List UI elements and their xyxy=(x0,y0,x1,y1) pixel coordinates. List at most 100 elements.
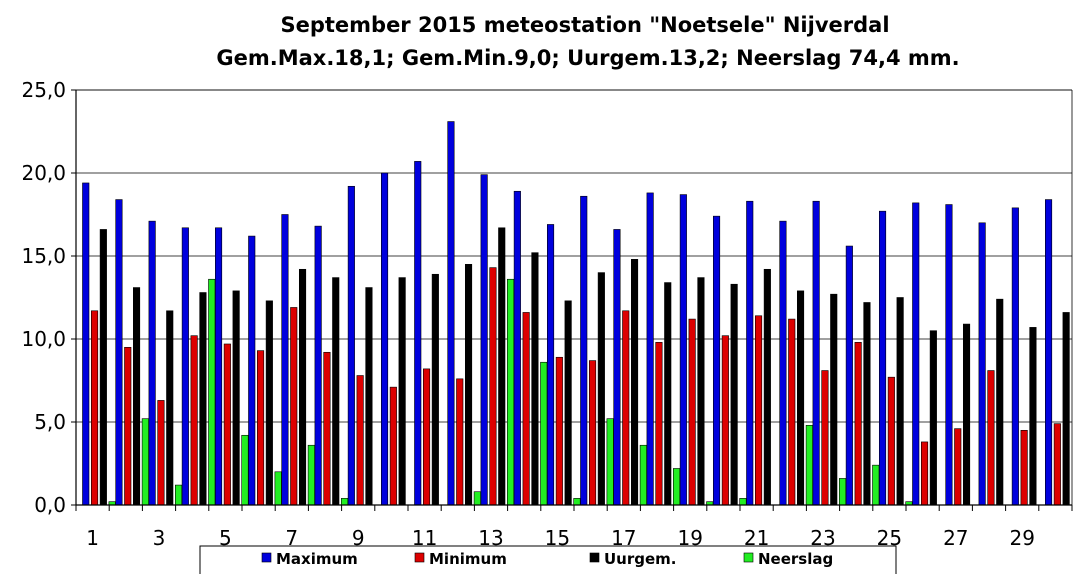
bar-maximum-4 xyxy=(181,227,189,506)
bar-minimum-22 xyxy=(788,318,796,506)
bar-maximum-25 xyxy=(878,210,887,506)
bar-minimum-2 xyxy=(124,346,132,506)
legend-label: Neerslag xyxy=(758,550,833,568)
legend-label: Minimum xyxy=(429,550,507,568)
bar-minimum-20 xyxy=(721,335,729,506)
bar-uurgem-29 xyxy=(1029,327,1037,506)
bar-uurgem-22 xyxy=(796,290,805,506)
bar-minimum-9 xyxy=(356,375,364,506)
y-tick-labels: 0,0 5,0 10,0 15,0 20,0 25,0 xyxy=(21,78,66,517)
bar-neerslag-20 xyxy=(739,498,747,506)
bar-maximum-27 xyxy=(945,204,953,506)
bar-maximum-6 xyxy=(248,235,256,506)
bar-maximum-19 xyxy=(679,194,687,506)
bar-neerslag-23 xyxy=(838,478,847,506)
axes xyxy=(71,89,1073,511)
bar-uurgem-15 xyxy=(564,300,572,506)
bar-uurgem-7 xyxy=(298,268,307,506)
bar-uurgem-25 xyxy=(896,297,904,506)
x-tick-label: 7 xyxy=(285,526,298,550)
bar-minimum-16 xyxy=(588,360,597,506)
x-tick-label: 1 xyxy=(86,526,99,550)
bar-neerslag-7 xyxy=(307,444,315,506)
bar-minimum-1 xyxy=(91,310,99,506)
bar-minimum-29 xyxy=(1020,429,1028,506)
legend-label: Uurgem. xyxy=(604,550,677,568)
bar-uurgem-5 xyxy=(232,290,240,506)
bar-maximum-21 xyxy=(746,200,754,506)
bar-uurgem-2 xyxy=(133,287,141,506)
bar-uurgem-6 xyxy=(265,300,273,506)
legend-swatch xyxy=(743,552,754,563)
bar-minimum-8 xyxy=(323,351,331,506)
bar-maximum-3 xyxy=(148,220,156,506)
bar-minimum-18 xyxy=(655,342,663,506)
bar-uurgem-18 xyxy=(664,282,672,506)
bar-maximum-8 xyxy=(314,225,322,506)
bars xyxy=(82,121,1070,506)
bar-maximum-28 xyxy=(978,222,986,506)
bar-uurgem-11 xyxy=(431,273,439,506)
bar-neerslag-2 xyxy=(141,418,149,506)
bar-minimum-12 xyxy=(456,378,464,506)
bar-neerslag-14 xyxy=(540,361,548,506)
bar-minimum-11 xyxy=(422,368,431,506)
bar-maximum-22 xyxy=(779,220,787,506)
bar-maximum-20 xyxy=(712,215,721,506)
bar-neerslag-4 xyxy=(208,278,216,506)
bar-neerslag-13 xyxy=(506,278,515,506)
bar-uurgem-4 xyxy=(199,292,207,506)
bar-uurgem-13 xyxy=(498,227,506,506)
bar-neerslag-22 xyxy=(805,425,813,506)
bar-neerslag-16 xyxy=(606,418,614,506)
bar-neerslag-6 xyxy=(274,471,282,506)
chart-title: September 2015 meteostation "Noetsele" N… xyxy=(280,13,889,37)
y-tick-label: 25,0 xyxy=(21,78,66,102)
bar-maximum-23 xyxy=(812,200,820,506)
bar-minimum-30 xyxy=(1053,423,1061,506)
bar-minimum-6 xyxy=(256,350,265,506)
legend-label: Maximum xyxy=(276,550,358,568)
bar-maximum-7 xyxy=(281,214,289,506)
bar-minimum-25 xyxy=(887,376,895,506)
y-tick-label: 0,0 xyxy=(34,493,66,517)
legend-swatch xyxy=(414,552,425,563)
bar-maximum-16 xyxy=(580,195,588,506)
bar-maximum-26 xyxy=(912,202,920,506)
bar-neerslag-15 xyxy=(573,498,581,506)
bar-neerslag-12 xyxy=(473,491,481,506)
bar-uurgem-21 xyxy=(763,268,771,506)
bar-uurgem-23 xyxy=(830,293,838,506)
bar-neerslag-8 xyxy=(340,498,349,506)
x-tick-label: 9 xyxy=(352,526,365,550)
bar-uurgem-24 xyxy=(863,302,871,506)
bar-maximum-18 xyxy=(646,192,654,506)
bar-minimum-10 xyxy=(389,386,397,506)
bar-maximum-15 xyxy=(546,224,555,506)
bar-maximum-2 xyxy=(115,199,123,506)
y-tick-label: 15,0 xyxy=(21,244,66,268)
bar-maximum-29 xyxy=(1011,207,1019,506)
bar-minimum-27 xyxy=(954,428,962,506)
bar-maximum-13 xyxy=(480,174,488,506)
bar-neerslag-18 xyxy=(672,468,681,506)
bar-neerslag-24 xyxy=(872,464,880,506)
bar-uurgem-27 xyxy=(962,323,971,506)
y-tick-label: 5,0 xyxy=(34,410,66,434)
bar-minimum-26 xyxy=(920,441,929,506)
chart-subtitle: Gem.Max.18,1; Gem.Min.9,0; Uurgem.13,2; … xyxy=(216,46,959,70)
bar-uurgem-28 xyxy=(996,298,1004,506)
bar-neerslag-5 xyxy=(241,434,249,506)
bar-uurgem-20 xyxy=(730,283,738,506)
bar-uurgem-30 xyxy=(1062,312,1070,506)
bar-minimum-7 xyxy=(290,307,298,506)
legend: Maximum Minimum Uurgem. Neerslag xyxy=(199,545,897,574)
bar-minimum-4 xyxy=(190,335,198,506)
bar-minimum-19 xyxy=(688,318,696,506)
x-tick-label: 29 xyxy=(1009,526,1034,550)
x-tick-label: 27 xyxy=(943,526,968,550)
bar-uurgem-17 xyxy=(630,259,639,506)
bar-maximum-24 xyxy=(845,245,853,506)
bar-uurgem-8 xyxy=(332,277,340,506)
